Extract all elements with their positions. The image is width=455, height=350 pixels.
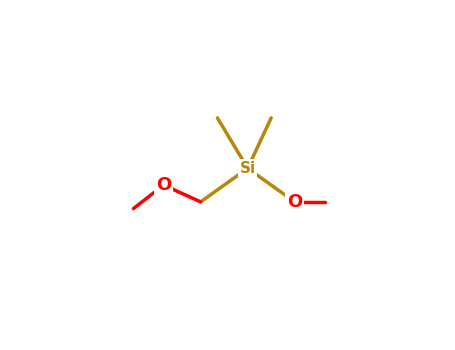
Text: O: O [287,193,302,211]
Text: Si: Si [240,161,256,176]
Text: O: O [156,176,171,194]
